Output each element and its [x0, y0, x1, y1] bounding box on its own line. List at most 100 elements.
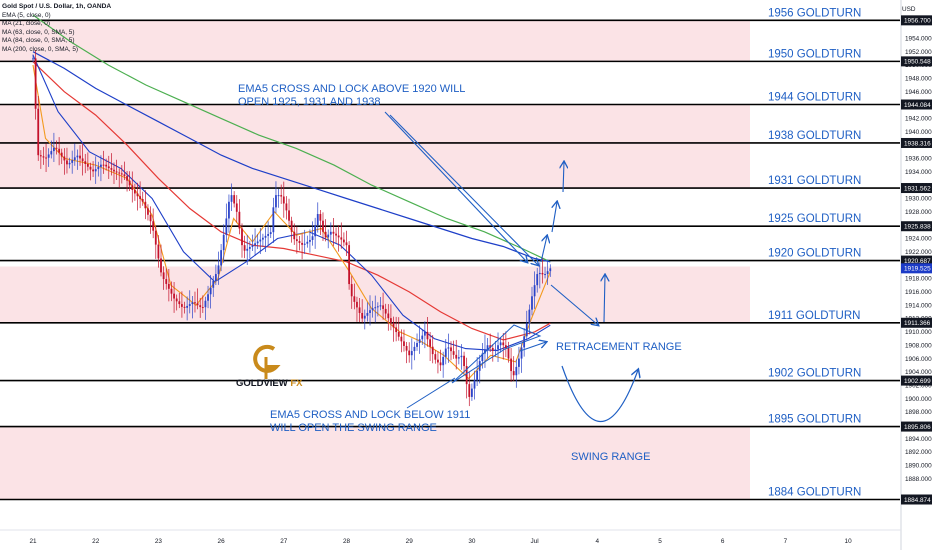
candle-body-149 — [421, 335, 424, 340]
candle-body-47 — [154, 230, 157, 245]
price-tag-0: 1956.700 — [904, 18, 931, 25]
y-tick-label-15: 1918.000 — [905, 276, 932, 283]
candle-body-97 — [285, 203, 288, 211]
candle-body-67 — [207, 294, 209, 301]
candle-body-77 — [233, 195, 236, 204]
candle-body-12 — [63, 156, 66, 161]
candle-body-60 — [188, 304, 191, 306]
candle-body-27 — [102, 164, 105, 166]
candle-body-168 — [471, 388, 473, 397]
price-tag-6: 1920.687 — [904, 258, 931, 265]
candle-body-195 — [541, 272, 544, 275]
price-tag-bg-7 — [901, 263, 932, 274]
candle-body-23 — [92, 169, 94, 172]
candle-body-133 — [379, 305, 382, 307]
candle-body-93 — [275, 195, 277, 208]
swing-arc — [561, 365, 638, 423]
candle-body-32 — [115, 171, 118, 173]
candle-body-20 — [84, 161, 87, 164]
ma84-line — [32, 51, 551, 263]
candle-body-156 — [439, 362, 442, 366]
y-tick-label-24: 1936.000 — [905, 156, 932, 163]
candle-body-179 — [499, 342, 502, 346]
candle-body-11 — [60, 152, 63, 157]
candle-body-123 — [353, 296, 356, 302]
candle-body-101 — [295, 239, 298, 242]
candle-body-2 — [37, 108, 40, 156]
candle-body-105 — [306, 241, 309, 244]
level-labels: 1956 GOLDTURN 1950 GOLDTURN 1944 GOLDTURN 1… — [768, 7, 861, 498]
retrace-arrow — [550, 284, 598, 325]
candle-body-102 — [298, 241, 301, 243]
candle-body-193 — [536, 274, 539, 286]
candle-body-161 — [452, 351, 455, 355]
candle-body-7 — [50, 151, 53, 155]
y-tick-label-5: 1898.000 — [905, 409, 932, 416]
candle-body-197 — [546, 271, 549, 275]
candle-body-29 — [107, 166, 110, 169]
candle-body-55 — [175, 298, 178, 302]
zone-0 — [0, 20, 750, 62]
triangle-pattern — [451, 324, 542, 384]
candle-body-22 — [89, 166, 92, 170]
candle-body-15 — [71, 160, 74, 163]
candle-body-172 — [481, 353, 484, 362]
candle-body-62 — [194, 302, 196, 304]
candle-body-39 — [133, 189, 136, 194]
candle-body-165 — [463, 355, 465, 367]
price-tag-10: 1895.806 — [904, 424, 931, 431]
candle-body-71 — [217, 265, 220, 275]
candle-body-190 — [528, 309, 531, 324]
y-tick-label-14: 1916.000 — [905, 289, 932, 296]
y-tick-label-30: 1948.000 — [905, 76, 932, 83]
candle-body-163 — [457, 357, 460, 359]
candle-body-42 — [141, 199, 144, 202]
legend-ma21: MA (21, close, 0) — [2, 20, 50, 28]
candle-body-186 — [518, 358, 520, 367]
candle-body-107 — [311, 236, 314, 240]
candle-body-182 — [507, 348, 510, 359]
up-arrow-1938 — [563, 162, 564, 193]
candle-body-174 — [486, 345, 489, 350]
moving-averages — [32, 14, 551, 380]
candle-body-177 — [494, 349, 497, 351]
ma63-line — [32, 61, 551, 341]
candle-body-112 — [324, 231, 327, 238]
price-tag-bg-1 — [901, 56, 932, 67]
candle-body-3 — [39, 155, 42, 157]
level-label-0: 1956 GOLDTURN — [768, 7, 861, 19]
level-label-10: 1884 GOLDTURN — [768, 486, 861, 498]
candle-body-66 — [204, 300, 207, 308]
candle-body-57 — [181, 304, 183, 307]
candle-body-5 — [45, 157, 47, 159]
candle-body-178 — [497, 345, 499, 350]
candle-body-138 — [392, 322, 395, 328]
price-tag-bg-8 — [901, 317, 932, 328]
annotation-1-line-0: EMA5 CROSS AND LOCK BELOW 1911 — [270, 409, 470, 421]
candle-body-147 — [416, 342, 418, 347]
candle-body-148 — [418, 339, 421, 343]
candle-body-80 — [241, 228, 243, 246]
candle-body-125 — [358, 307, 361, 313]
candle-body-142 — [403, 341, 405, 346]
price-tag-11: 1884.874 — [904, 497, 931, 504]
y-tick-label-21: 1930.000 — [905, 196, 932, 203]
level-label-8: 1902 GOLDTURN — [768, 368, 861, 380]
candle-body-49 — [160, 258, 162, 273]
x-tick-label-2: 23 — [155, 538, 163, 545]
candle-body-194 — [538, 272, 541, 275]
candle-body-151 — [426, 331, 429, 340]
candle-body-164 — [460, 355, 463, 358]
candle-body-159 — [447, 347, 450, 349]
candle-body-155 — [437, 359, 439, 363]
candle-body-132 — [376, 306, 379, 308]
level-label-5: 1925 GOLDTURN — [768, 213, 861, 225]
chart-legend: Gold Spot / U.S. Dollar, 1h, OANDA EMA (… — [2, 3, 111, 55]
legend-ma84: MA (84, close, 0, SMA, 5) — [2, 37, 75, 45]
candle-body-83 — [248, 247, 251, 249]
x-tick-label-11: 6 — [721, 538, 725, 545]
y-tick-label-17: 1922.000 — [905, 249, 932, 256]
y-tick-label-6: 1900.000 — [905, 396, 932, 403]
level-label-1: 1950 GOLDTURN — [768, 48, 861, 60]
